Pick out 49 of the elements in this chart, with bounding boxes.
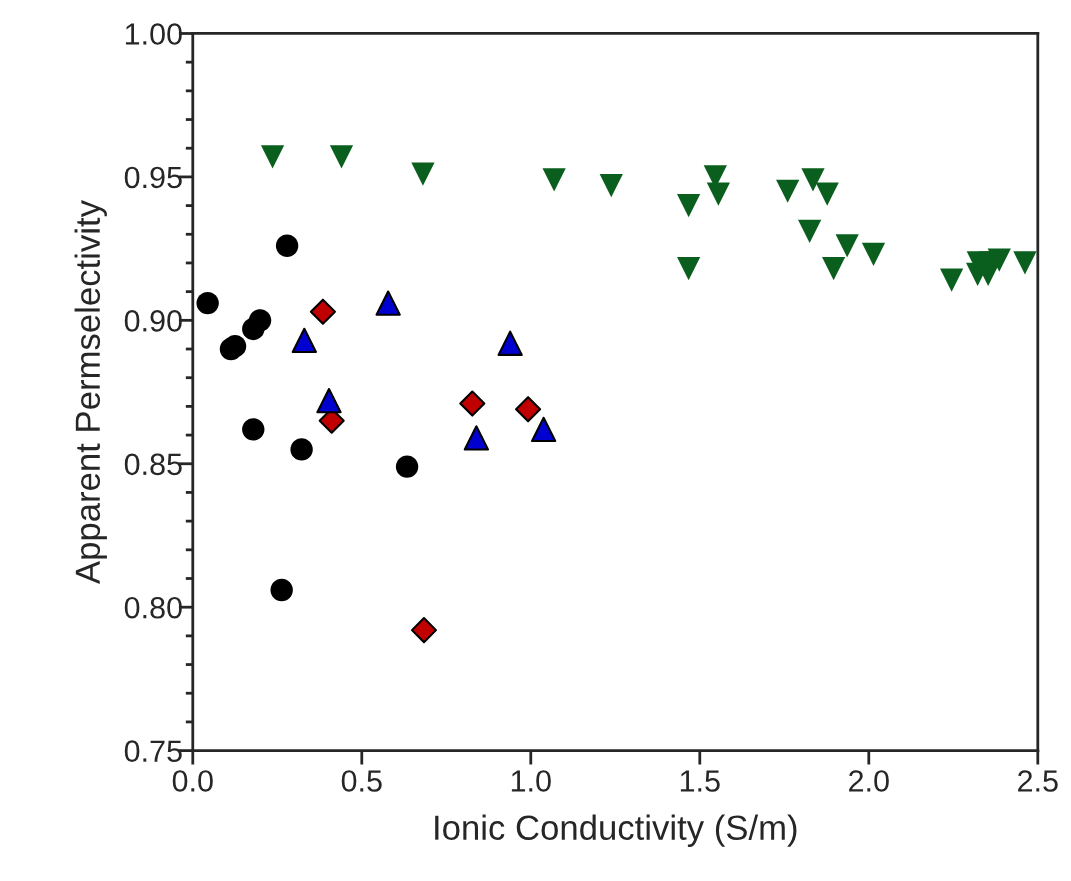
point [316,387,342,414]
point [196,291,219,315]
x-tick-label: 2.0 [849,770,889,792]
x-tick-label: 0.5 [341,770,382,792]
y-tick-label: 1.00 [125,23,182,45]
point [270,578,293,602]
point [1013,251,1037,275]
x-tick-label: 1.5 [680,770,720,792]
point [861,242,886,266]
point [987,248,1011,272]
y-axis-title: Apparent Permselectivity [74,200,107,584]
x-tick-label: 2.5 [1018,770,1058,792]
point [290,438,313,461]
point [677,193,701,218]
point [309,298,336,325]
y-tick-label: 0.95 [124,166,182,189]
point [375,290,401,316]
point [410,617,438,644]
point [677,257,701,281]
point [801,168,825,192]
point [242,418,265,441]
point [329,145,354,169]
point [260,145,285,169]
point [497,330,523,356]
x-axis-title: Ionic Conductivity (S/m) [435,814,797,847]
point [275,234,299,257]
point [822,257,846,281]
y-tick-label: 0.85 [124,453,182,476]
point [530,416,557,442]
point [542,168,566,192]
point [599,173,623,198]
point [939,268,964,292]
point [835,234,859,258]
x-tick-label: 0.0 [172,770,213,792]
point [411,162,435,186]
point [776,179,800,203]
y-tick-label: 0.75 [124,740,182,762]
y-tick-label: 0.90 [124,310,182,332]
point [798,219,822,244]
point [459,390,486,417]
point [463,425,490,451]
point [815,182,839,206]
x-tick-label: 1.0 [511,770,551,792]
point [395,455,419,478]
point [706,182,730,206]
point [248,309,272,332]
point [291,327,317,354]
y-tick-label: 0.80 [124,596,182,619]
point [515,396,542,423]
